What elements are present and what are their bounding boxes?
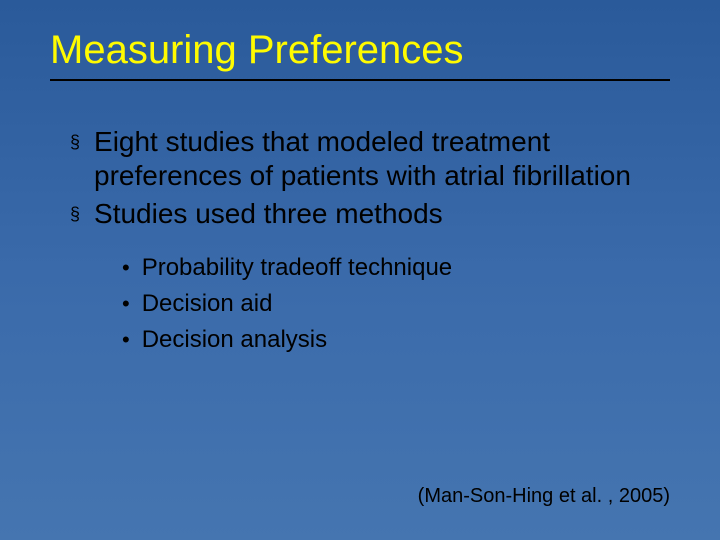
dot-bullet-icon: •: [122, 289, 130, 319]
sub-bullet-text: Decision analysis: [142, 325, 327, 355]
bullet-primary: § Studies used three methods: [50, 197, 670, 231]
bullet-sub: • Probability tradeoff technique: [122, 253, 670, 283]
citation-text: (Man-Son-Hing et al. , 2005): [418, 485, 670, 508]
slide-title: Measuring Preferences: [50, 28, 670, 73]
title-underline: [50, 79, 670, 81]
bullet-text: Eight studies that modeled treatment pre…: [94, 125, 670, 193]
bullet-primary: § Eight studies that modeled treatment p…: [50, 125, 670, 193]
sub-bullet-text: Probability tradeoff technique: [142, 253, 452, 283]
square-bullet-icon: §: [70, 125, 80, 159]
bullet-sub: • Decision aid: [122, 289, 670, 319]
slide-container: Measuring Preferences § Eight studies th…: [0, 0, 720, 540]
bullet-text: Studies used three methods: [94, 197, 443, 231]
dot-bullet-icon: •: [122, 253, 130, 283]
bullet-sub: • Decision analysis: [122, 325, 670, 355]
square-bullet-icon: §: [70, 197, 80, 231]
sub-bullet-group: • Probability tradeoff technique • Decis…: [50, 253, 670, 355]
dot-bullet-icon: •: [122, 325, 130, 355]
sub-bullet-text: Decision aid: [142, 289, 273, 319]
